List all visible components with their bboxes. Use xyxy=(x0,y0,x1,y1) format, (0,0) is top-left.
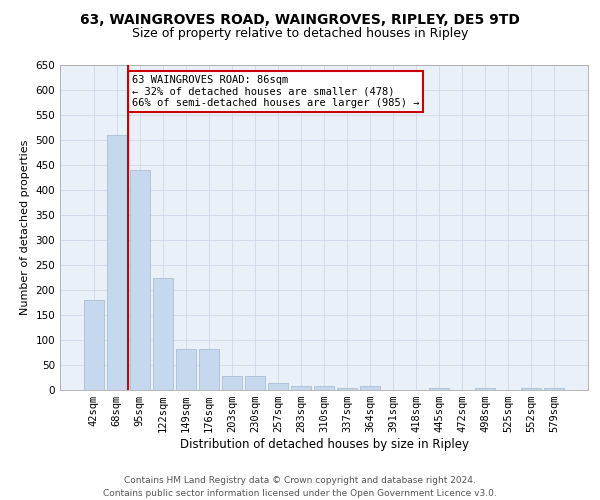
Bar xyxy=(268,382,288,390)
Text: Contains HM Land Registry data © Crown copyright and database right 2024.
Contai: Contains HM Land Registry data © Crown c… xyxy=(103,476,497,498)
Bar xyxy=(337,388,357,390)
Bar xyxy=(430,388,449,390)
Bar xyxy=(291,386,311,390)
Text: Size of property relative to detached houses in Ripley: Size of property relative to detached ho… xyxy=(132,28,468,40)
Text: 63 WAINGROVES ROAD: 86sqm
← 32% of detached houses are smaller (478)
66% of semi: 63 WAINGROVES ROAD: 86sqm ← 32% of detac… xyxy=(132,75,419,108)
Bar xyxy=(544,388,564,390)
Bar xyxy=(475,388,495,390)
X-axis label: Distribution of detached houses by size in Ripley: Distribution of detached houses by size … xyxy=(179,438,469,451)
Bar xyxy=(521,388,541,390)
Bar xyxy=(176,348,196,390)
Bar xyxy=(153,278,173,390)
Bar xyxy=(314,386,334,390)
Bar xyxy=(360,386,380,390)
Bar xyxy=(107,135,127,390)
Bar xyxy=(84,300,104,390)
Bar xyxy=(245,376,265,390)
Bar xyxy=(130,170,149,390)
Bar xyxy=(199,348,218,390)
Text: 63, WAINGROVES ROAD, WAINGROVES, RIPLEY, DE5 9TD: 63, WAINGROVES ROAD, WAINGROVES, RIPLEY,… xyxy=(80,12,520,26)
Y-axis label: Number of detached properties: Number of detached properties xyxy=(20,140,30,315)
Bar xyxy=(222,376,242,390)
